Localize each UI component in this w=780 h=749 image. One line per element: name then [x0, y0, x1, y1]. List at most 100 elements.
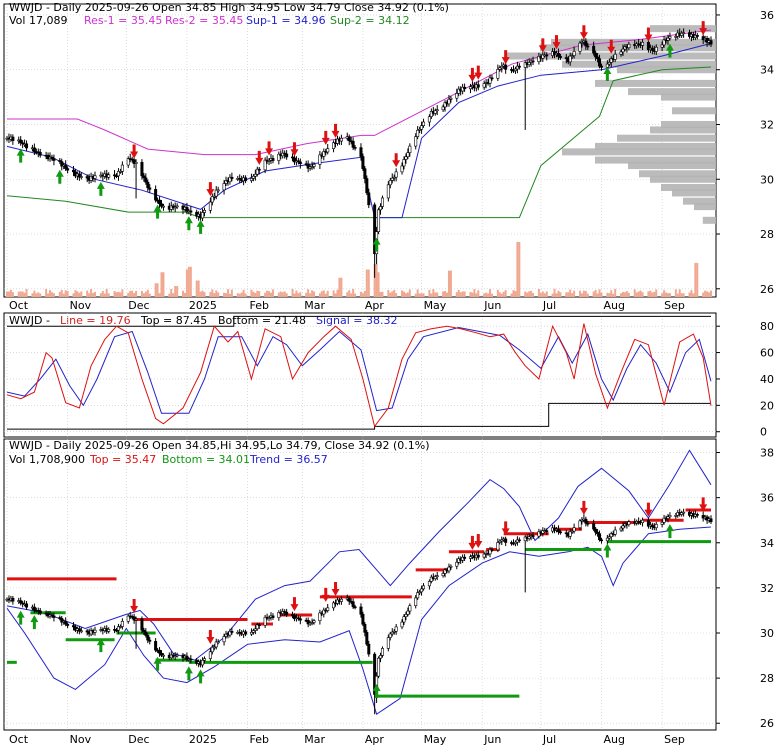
- volume-profile-bar: [595, 142, 716, 150]
- price-candle-body: [32, 147, 36, 152]
- trend-candle-body: [158, 649, 162, 654]
- price-candle-body: [418, 128, 422, 131]
- volume-bar: [277, 292, 280, 297]
- price-candle-body: [392, 176, 396, 179]
- price-candle-body: [326, 148, 330, 153]
- price-candle-body: [296, 160, 300, 163]
- price-candle-body: [134, 161, 138, 164]
- price-header-sup1: Sup-1 = 34.96: [246, 14, 326, 27]
- volume-bar: [195, 280, 198, 297]
- volume-bar: [92, 292, 95, 297]
- volume-bar: [442, 291, 445, 297]
- trend-candle-body: [380, 648, 384, 656]
- volume-bar: [500, 293, 503, 297]
- volume-bar: [487, 293, 490, 297]
- price-candle-body: [11, 136, 15, 141]
- month-label: Jun: [483, 299, 501, 312]
- trend-y-tick-label: 32: [760, 582, 774, 595]
- volume-profile-bar: [617, 134, 716, 142]
- volume-bar: [35, 293, 38, 297]
- month-label: May: [424, 299, 447, 312]
- trend-candle-body: [298, 618, 302, 621]
- sell-arrow: [607, 39, 616, 54]
- volume-bar: [101, 290, 104, 297]
- volume-bar: [244, 293, 247, 297]
- price-candle-body: [455, 93, 459, 99]
- trend-candle-body: [422, 585, 426, 590]
- trend-candle-body: [613, 529, 617, 535]
- trend-candle-body: [107, 629, 111, 632]
- trend-candle-body: [666, 516, 670, 519]
- volume-bar: [268, 291, 271, 297]
- trend-candle-body: [646, 519, 650, 527]
- volume-bar: [60, 289, 63, 297]
- price-candle-body: [504, 64, 508, 70]
- price-candle-body: [189, 210, 193, 213]
- volume-bar: [428, 289, 431, 297]
- price-candle-body: [564, 57, 568, 59]
- price-candle-body: [613, 53, 617, 60]
- trend-candle-body: [140, 618, 144, 631]
- price-candle-body: [120, 164, 124, 172]
- trend-candle-body: [598, 533, 602, 541]
- volume-bar: [514, 291, 517, 297]
- trend-candle-body: [115, 629, 119, 632]
- trend-candle-body: [455, 561, 459, 567]
- volume-bar: [477, 290, 480, 297]
- trend-envelope-upper: [6, 449, 712, 661]
- stoch-header-signal: Signal = 38.32: [316, 314, 398, 327]
- volume-bar: [361, 293, 364, 297]
- volume-bar: [526, 292, 529, 297]
- price-y-tick-label: 36: [760, 9, 774, 22]
- price-candle-body: [185, 206, 189, 212]
- price-candle-body: [416, 129, 420, 137]
- volume-bar: [668, 293, 671, 297]
- sell-arrow: [644, 27, 653, 42]
- volume-bar: [408, 289, 411, 297]
- trend-buy-arrow: [16, 610, 25, 625]
- month-label: Dec: [128, 299, 149, 312]
- trend-sell-arrow: [468, 535, 477, 550]
- volume-bar: [281, 292, 284, 297]
- volume-bar: [447, 270, 450, 297]
- trend-candle-body: [488, 549, 492, 555]
- buy-arrow: [184, 216, 193, 231]
- trend-y-tick-label: 30: [760, 627, 774, 640]
- price-candle-body: [420, 125, 424, 130]
- trend-candle-body: [496, 542, 500, 551]
- trend-candle-body: [433, 576, 437, 580]
- volume-profile-bar: [595, 156, 716, 164]
- volume-bar: [449, 270, 452, 297]
- volume-bar: [172, 293, 175, 297]
- trend-candle-body: [660, 522, 664, 525]
- volume-bar: [647, 291, 650, 297]
- resistance-line: [7, 29, 712, 156]
- trend-candle-body: [392, 630, 396, 633]
- price-candle-body: [19, 139, 23, 144]
- trend-candle-body: [222, 636, 226, 643]
- volume-bar: [674, 289, 677, 297]
- price-candle-body: [498, 67, 502, 70]
- trend-candle-body: [441, 573, 445, 577]
- trend-candle-body: [77, 628, 81, 632]
- price-candle-body: [159, 203, 163, 207]
- price-candle-body: [596, 56, 600, 59]
- volume-bar: [103, 293, 106, 297]
- price-candle-body: [609, 58, 613, 63]
- volume-bar: [47, 293, 50, 297]
- month-label: Dec: [128, 733, 149, 745]
- price-candle-body: [404, 156, 408, 160]
- price-candle-body: [558, 56, 562, 58]
- price-candle-body: [463, 86, 467, 90]
- trend-candle-body: [641, 519, 645, 524]
- trend-y-tick-label: 26: [760, 717, 774, 730]
- volume-bar: [49, 289, 52, 297]
- volume-bar: [146, 289, 149, 297]
- trend-candle-body: [277, 612, 281, 618]
- price-candle-body: [568, 55, 572, 63]
- price-candle-body: [674, 36, 678, 38]
- price-candle-body: [253, 173, 257, 177]
- trend-candle-body: [386, 637, 390, 649]
- trend-candle-body: [291, 614, 295, 616]
- volume-bar: [661, 293, 664, 297]
